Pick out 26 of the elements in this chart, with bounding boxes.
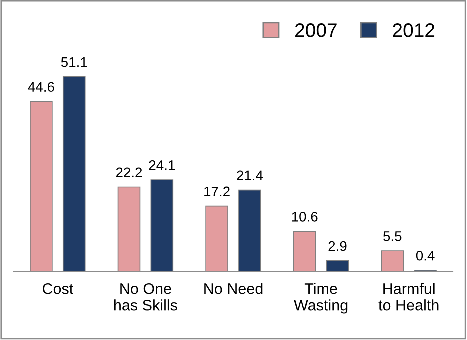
bar xyxy=(62,76,86,272)
x-tick-label: Harmful to Health xyxy=(378,283,439,311)
data-label: 17.2 xyxy=(204,186,230,197)
x-tick-label: No Need xyxy=(204,283,263,294)
bar xyxy=(206,206,228,272)
x-tick-label: Cost xyxy=(42,284,74,294)
bar xyxy=(238,190,262,272)
bar xyxy=(150,180,174,272)
bar xyxy=(30,101,53,272)
bar xyxy=(293,231,316,272)
bar xyxy=(381,250,404,272)
data-label: 0.4 xyxy=(416,250,435,261)
legend-label: 2012 xyxy=(393,24,435,38)
data-label: 51.1 xyxy=(61,58,88,68)
data-label: 21.4 xyxy=(237,170,264,180)
data-label: 44.6 xyxy=(28,82,54,92)
legend-label: 2007 xyxy=(296,24,337,38)
data-label: 22.2 xyxy=(116,168,142,178)
x-tick-label: No One has Skills xyxy=(114,284,178,311)
data-label: 5.5 xyxy=(384,232,402,242)
data-label: 2.9 xyxy=(328,241,347,252)
bar xyxy=(118,186,141,272)
bar xyxy=(326,260,350,272)
data-label: 10.6 xyxy=(292,212,318,222)
x-tick-label: Time Wasting xyxy=(294,283,348,314)
data-label: 24.1 xyxy=(149,160,176,170)
